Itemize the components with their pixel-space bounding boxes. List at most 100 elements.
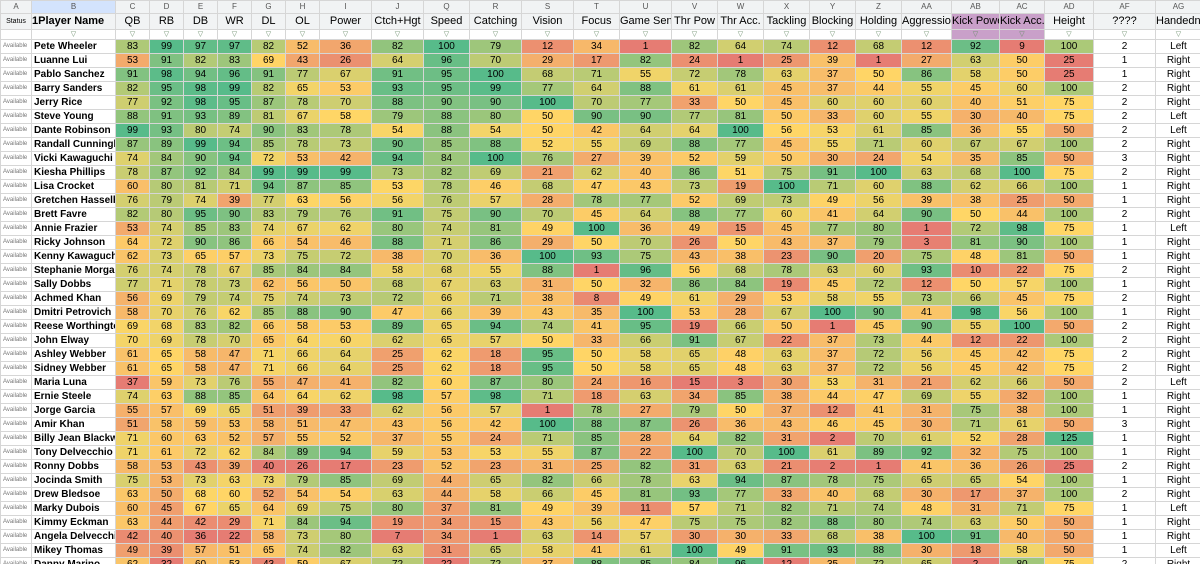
- rating-cell[interactable]: 91: [251, 67, 286, 82]
- rating-cell[interactable]: 62: [319, 389, 372, 404]
- rating-cell[interactable]: 7: [371, 529, 424, 544]
- player-name-cell[interactable]: Stephanie Morgan: [31, 263, 116, 278]
- column-letter-g[interactable]: G: [251, 0, 286, 14]
- rating-cell[interactable]: 42: [115, 529, 150, 544]
- unknown-value-cell[interactable]: 1: [1093, 473, 1156, 488]
- rating-cell[interactable]: 84: [149, 151, 184, 166]
- rating-cell[interactable]: 50: [573, 347, 620, 362]
- unknown-value-cell[interactable]: 2: [1093, 347, 1156, 362]
- status-cell[interactable]: Available: [0, 277, 32, 292]
- rating-cell[interactable]: 54: [901, 151, 952, 166]
- rating-cell[interactable]: 50: [1044, 417, 1094, 432]
- status-cell[interactable]: Available: [0, 109, 32, 124]
- column-header-ol[interactable]: OL: [285, 13, 320, 30]
- rating-cell[interactable]: 19: [371, 515, 424, 530]
- rating-cell[interactable]: 66: [999, 179, 1045, 194]
- rating-cell[interactable]: 50: [999, 53, 1045, 68]
- rating-cell[interactable]: 31: [423, 543, 470, 558]
- rating-cell[interactable]: 69: [619, 137, 672, 152]
- column-header-ctch-hgt[interactable]: Ctch+Hgt: [371, 13, 424, 30]
- rating-cell[interactable]: 50: [1044, 123, 1094, 138]
- rating-cell[interactable]: 58: [469, 487, 522, 502]
- rating-cell[interactable]: 68: [521, 179, 574, 194]
- rating-cell[interactable]: 53: [115, 53, 150, 68]
- column-letter-v[interactable]: V: [671, 0, 718, 14]
- rating-cell[interactable]: 53: [115, 221, 150, 236]
- unknown-value-cell[interactable]: 2: [1093, 291, 1156, 306]
- rating-cell[interactable]: 39: [469, 305, 522, 320]
- rating-cell[interactable]: 41: [901, 305, 952, 320]
- rating-cell[interactable]: 83: [217, 53, 252, 68]
- rating-cell[interactable]: 29: [521, 53, 574, 68]
- rating-cell[interactable]: 93: [901, 263, 952, 278]
- column-letter-i[interactable]: I: [319, 0, 372, 14]
- rating-cell[interactable]: 27: [573, 151, 620, 166]
- status-cell[interactable]: Available: [0, 263, 32, 278]
- rating-cell[interactable]: 80: [319, 529, 372, 544]
- rating-cell[interactable]: 70: [319, 95, 372, 110]
- rating-cell[interactable]: 86: [901, 67, 952, 82]
- rating-cell[interactable]: 21: [901, 375, 952, 390]
- rating-cell[interactable]: 50: [1044, 543, 1094, 558]
- rating-cell[interactable]: 45: [763, 221, 810, 236]
- rating-cell[interactable]: 23: [763, 249, 810, 264]
- status-cell[interactable]: Available: [0, 445, 32, 460]
- rating-cell[interactable]: 38: [521, 291, 574, 306]
- column-letter-c[interactable]: C: [115, 0, 150, 14]
- rating-cell[interactable]: 36: [469, 249, 522, 264]
- player-name-cell[interactable]: Sally Dobbs: [31, 277, 116, 292]
- rating-cell[interactable]: 36: [951, 123, 1000, 138]
- rating-cell[interactable]: 99: [285, 165, 320, 180]
- rating-cell[interactable]: 61: [809, 445, 856, 460]
- rating-cell[interactable]: 52: [423, 459, 470, 474]
- filter-funnel-icon[interactable]: ▽: [829, 31, 836, 38]
- rating-cell[interactable]: 60: [901, 95, 952, 110]
- status-cell[interactable]: Available: [0, 319, 32, 334]
- rating-cell[interactable]: 60: [763, 207, 810, 222]
- rating-cell[interactable]: 42: [183, 515, 218, 530]
- rating-cell[interactable]: 78: [285, 95, 320, 110]
- rating-cell[interactable]: 1: [809, 319, 856, 334]
- rating-cell[interactable]: 94: [251, 179, 286, 194]
- rating-cell[interactable]: 59: [717, 151, 764, 166]
- rating-cell[interactable]: 60: [149, 431, 184, 446]
- rating-cell[interactable]: 22: [217, 529, 252, 544]
- rating-cell[interactable]: 53: [217, 417, 252, 432]
- rating-cell[interactable]: 45: [149, 501, 184, 516]
- rating-cell[interactable]: 22: [619, 445, 672, 460]
- rating-cell[interactable]: 92: [951, 39, 1000, 54]
- rating-cell[interactable]: 65: [423, 333, 470, 348]
- rating-cell[interactable]: 1: [573, 263, 620, 278]
- rating-cell[interactable]: 57: [469, 333, 522, 348]
- rating-cell[interactable]: 63: [183, 431, 218, 446]
- rating-cell[interactable]: 69: [183, 403, 218, 418]
- rating-cell[interactable]: 80: [521, 375, 574, 390]
- status-cell[interactable]: Available: [0, 305, 32, 320]
- rating-cell[interactable]: 64: [251, 389, 286, 404]
- rating-cell[interactable]: 99: [115, 123, 150, 138]
- rating-cell[interactable]: 56: [371, 193, 424, 208]
- rating-cell[interactable]: 28: [717, 305, 764, 320]
- rating-cell[interactable]: 100: [1044, 445, 1094, 460]
- rating-cell[interactable]: 56: [671, 263, 718, 278]
- rating-cell[interactable]: 55: [285, 431, 320, 446]
- rating-cell[interactable]: 80: [183, 123, 218, 138]
- rating-cell[interactable]: 56: [319, 193, 372, 208]
- rating-cell[interactable]: 93: [371, 81, 424, 96]
- rating-cell[interactable]: 53: [285, 151, 320, 166]
- rating-cell[interactable]: 45: [809, 277, 856, 292]
- rating-cell[interactable]: 67: [319, 557, 372, 564]
- rating-cell[interactable]: 88: [573, 417, 620, 432]
- rating-cell[interactable]: 100: [671, 445, 718, 460]
- rating-cell[interactable]: 71: [717, 501, 764, 516]
- player-name-cell[interactable]: Marky Dubois: [31, 501, 116, 516]
- rating-cell[interactable]: 63: [717, 459, 764, 474]
- rating-cell[interactable]: 75: [1044, 263, 1094, 278]
- rating-cell[interactable]: 40: [951, 95, 1000, 110]
- rating-cell[interactable]: 32: [999, 389, 1045, 404]
- rating-cell[interactable]: 69: [717, 193, 764, 208]
- rating-cell[interactable]: 65: [149, 347, 184, 362]
- rating-cell[interactable]: 50: [1044, 529, 1094, 544]
- handedness-cell[interactable]: Left: [1155, 221, 1200, 236]
- rating-cell[interactable]: 37: [809, 333, 856, 348]
